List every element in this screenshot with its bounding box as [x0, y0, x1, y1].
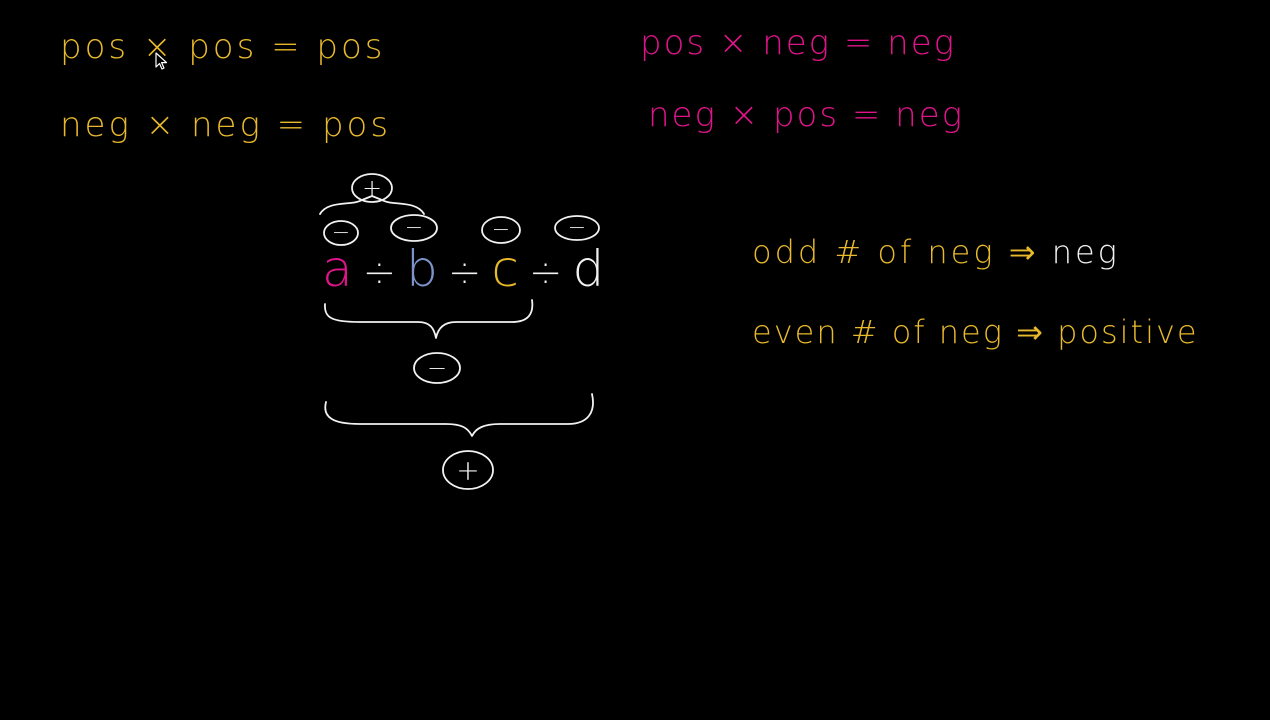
- brace-abc: [324, 299, 534, 339]
- variable-b: b: [406, 240, 438, 298]
- division-expression: a ÷ b ÷ c ÷ d: [322, 244, 604, 294]
- variable-a: a: [322, 240, 353, 298]
- variable-c: c: [491, 240, 519, 298]
- sign-all-plus: +: [442, 450, 494, 490]
- rule-even-count-neg: even # of neg ⇒ positive: [752, 313, 1199, 351]
- rule-pos-times-neg: pos × neg = neg: [640, 23, 957, 63]
- svg-text:−: −: [568, 216, 586, 241]
- svg-text:−: −: [492, 218, 510, 243]
- rule-neg-times-pos: neg × pos = neg: [648, 95, 965, 135]
- brace-all: [324, 393, 594, 437]
- variable-d: d: [572, 240, 605, 298]
- sign-top-plus: +: [351, 173, 393, 203]
- rule-neg-times-neg: neg × neg = pos: [60, 105, 392, 145]
- sign-abc-minus: −: [413, 352, 461, 384]
- sign-d-minus: −: [554, 215, 600, 241]
- sign-b-minus: −: [390, 214, 438, 242]
- arrow-cursor-icon: [155, 52, 168, 70]
- svg-text:−: −: [427, 354, 447, 382]
- brace-top-ab: [319, 195, 425, 215]
- rule-odd-text: odd # of neg ⇒: [752, 233, 1052, 271]
- divide-sign-3: ÷: [528, 250, 563, 296]
- rule-odd-count-neg: odd # of neg ⇒ neg: [752, 236, 1120, 268]
- svg-text:+: +: [456, 454, 479, 487]
- svg-text:−: −: [405, 216, 423, 241]
- svg-text:+: +: [362, 174, 382, 202]
- divide-sign-1: ÷: [362, 250, 397, 296]
- rule-pos-times-pos: pos × pos = pos: [60, 27, 386, 67]
- divide-sign-2: ÷: [447, 250, 482, 296]
- rule-odd-result: neg: [1051, 233, 1120, 271]
